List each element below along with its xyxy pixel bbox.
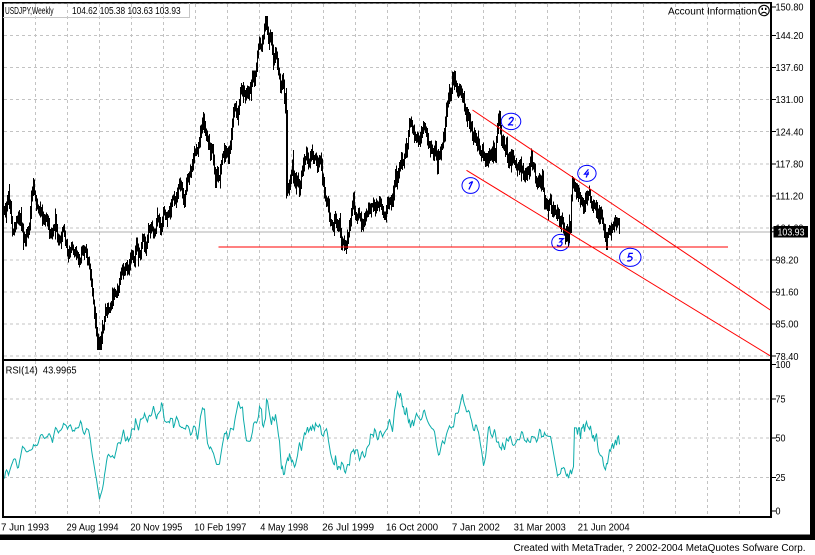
svg-text:124.40: 124.40	[776, 127, 804, 138]
svg-text:4 May 1998: 4 May 1998	[260, 523, 308, 534]
svg-text:7 Jan 2002: 7 Jan 2002	[452, 523, 500, 534]
svg-text:103.93: 103.93	[778, 228, 805, 239]
svg-text:137.60: 137.60	[776, 63, 804, 74]
svg-text:117.80: 117.80	[776, 159, 804, 170]
svg-text:50: 50	[776, 434, 786, 445]
svg-text:91.60: 91.60	[776, 288, 799, 299]
svg-text:16 Oct 2000: 16 Oct 2000	[386, 523, 438, 534]
svg-text:78.40: 78.40	[776, 352, 799, 363]
svg-text:21 Jun 2004: 21 Jun 2004	[578, 523, 630, 534]
svg-text:98.20: 98.20	[776, 256, 799, 267]
svg-text:20 Nov 1995: 20 Nov 1995	[130, 523, 182, 534]
svg-text:31 Mar 2003: 31 Mar 2003	[514, 523, 566, 534]
svg-text:Account Information: Account Information	[668, 7, 757, 18]
svg-text:150.80: 150.80	[776, 3, 804, 14]
svg-text:111.20: 111.20	[776, 191, 804, 202]
svg-text:10 Feb 1997: 10 Feb 1997	[194, 523, 246, 534]
svg-text:104.62 105.38 103.63 103.93: 104.62 105.38 103.63 103.93	[72, 6, 181, 17]
svg-text:RSI(14) 43.9965: RSI(14) 43.9965	[6, 366, 77, 377]
svg-text:75: 75	[776, 395, 786, 406]
svg-text:26 Jul 1999: 26 Jul 1999	[322, 523, 374, 534]
svg-text:USDJPY,Weekly: USDJPY,Weekly	[5, 6, 54, 17]
svg-text:144.20: 144.20	[776, 31, 804, 42]
svg-text:0: 0	[776, 507, 781, 518]
svg-text:85.00: 85.00	[776, 320, 799, 331]
svg-text:100: 100	[776, 360, 791, 371]
svg-text:29 Aug 1994: 29 Aug 1994	[67, 523, 119, 534]
svg-text:25: 25	[776, 473, 786, 484]
svg-text:131.00: 131.00	[776, 95, 804, 106]
svg-text:7 Jun 1993: 7 Jun 1993	[1, 523, 49, 534]
svg-text:Created with MetaTrader, ? 200: Created with MetaTrader, ? 2002-2004 Met…	[514, 543, 806, 554]
